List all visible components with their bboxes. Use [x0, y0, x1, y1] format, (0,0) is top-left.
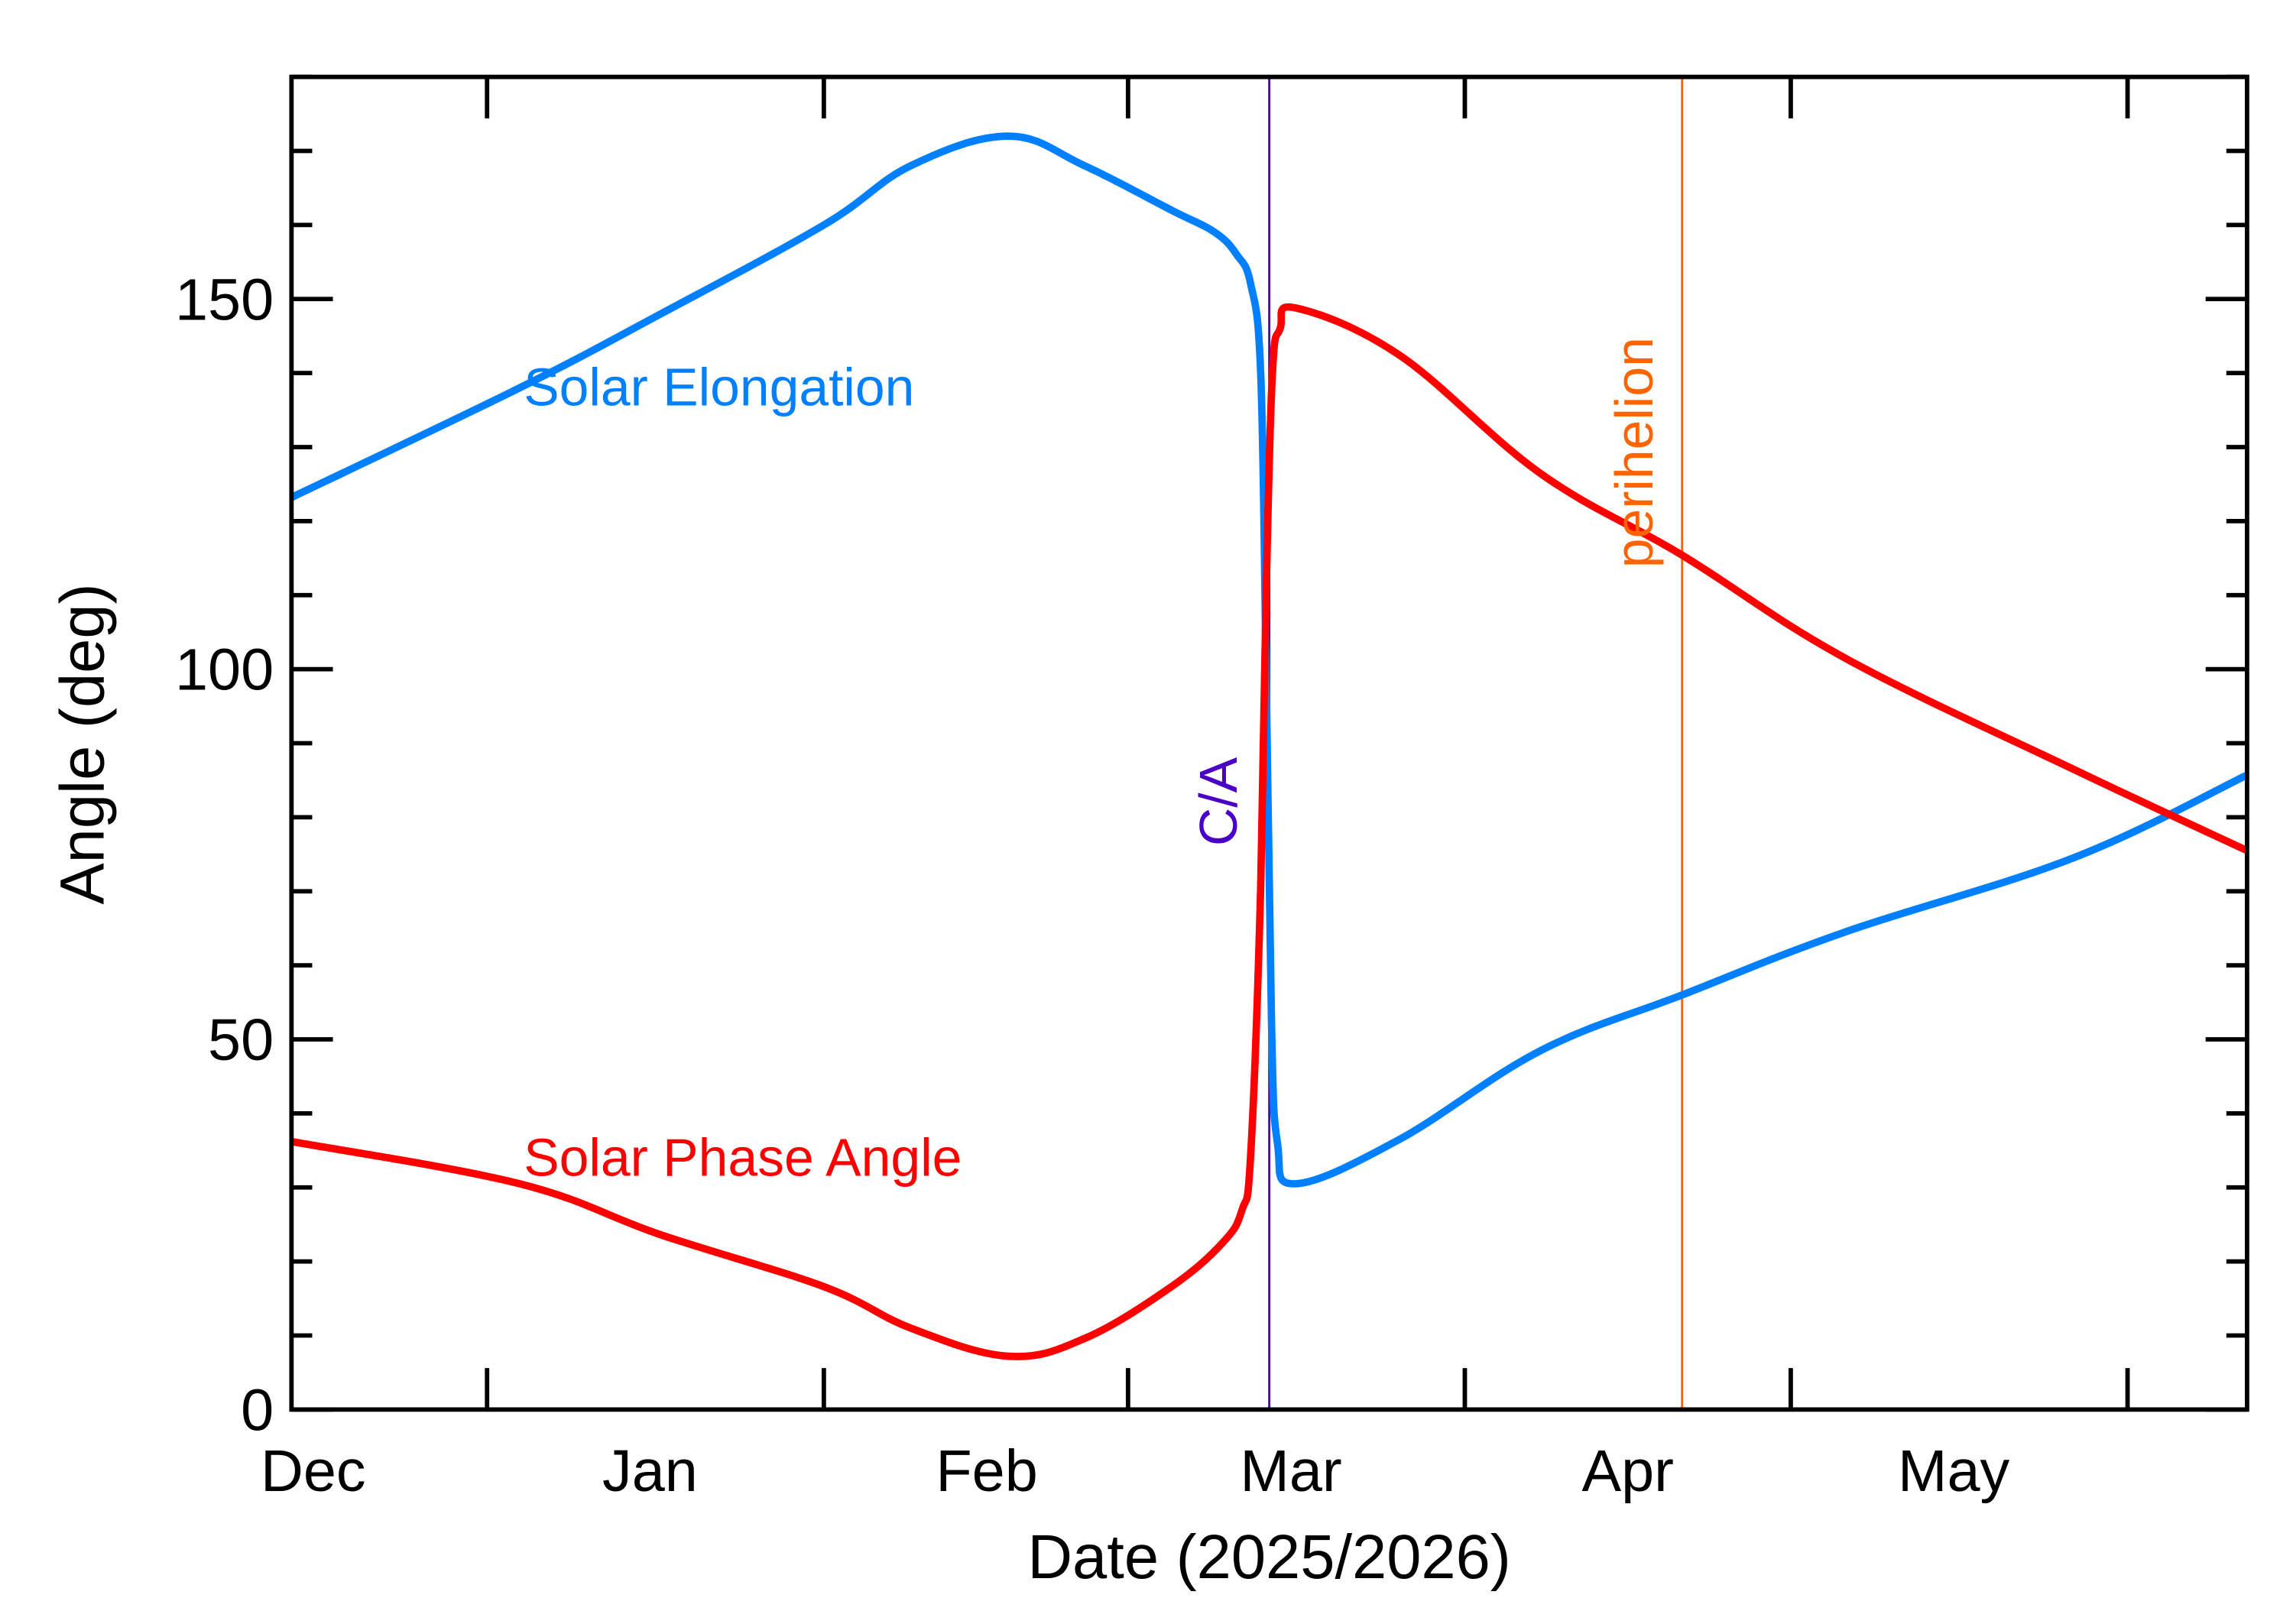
y-tick-label: 100 [175, 637, 274, 703]
series-line-solar-elongation [290, 132, 2249, 1188]
series-label-solar-elongation: Solar Elongation [524, 357, 914, 417]
x-tick-label-dec: Dec [261, 1438, 366, 1504]
y-tick-label: 50 [208, 1007, 274, 1073]
x-tick-label-feb: Feb [936, 1438, 1037, 1504]
annotation-ca-label: C/A [1189, 757, 1248, 846]
series-label-solar-phase-angle: Solar Phase Angle [524, 1128, 962, 1188]
y-tick-label: 0 [241, 1377, 274, 1443]
plot-frame [289, 74, 2249, 1412]
x-tick-label-jan: Jan [602, 1438, 698, 1504]
y-tick-label: 150 [175, 267, 274, 332]
y-axis-title: Angle (deg) [48, 583, 118, 904]
x-tick-label-may: May [1898, 1438, 2010, 1504]
x-tick-label-mar: Mar [1240, 1438, 1341, 1504]
series-line-solar-phase-angle [290, 303, 2249, 1360]
x-tick-label-apr: Apr [1581, 1438, 1673, 1504]
event-lines [1268, 76, 1684, 1410]
tick-labels: 0 50 100 150 Dec Jan Feb Mar Apr May [175, 267, 2010, 1503]
x-axis-title: Date (2025/2026) [1027, 1522, 1511, 1592]
series-lines [290, 132, 2249, 1360]
annotation-perihelion-label: perihelion [1604, 337, 1664, 568]
